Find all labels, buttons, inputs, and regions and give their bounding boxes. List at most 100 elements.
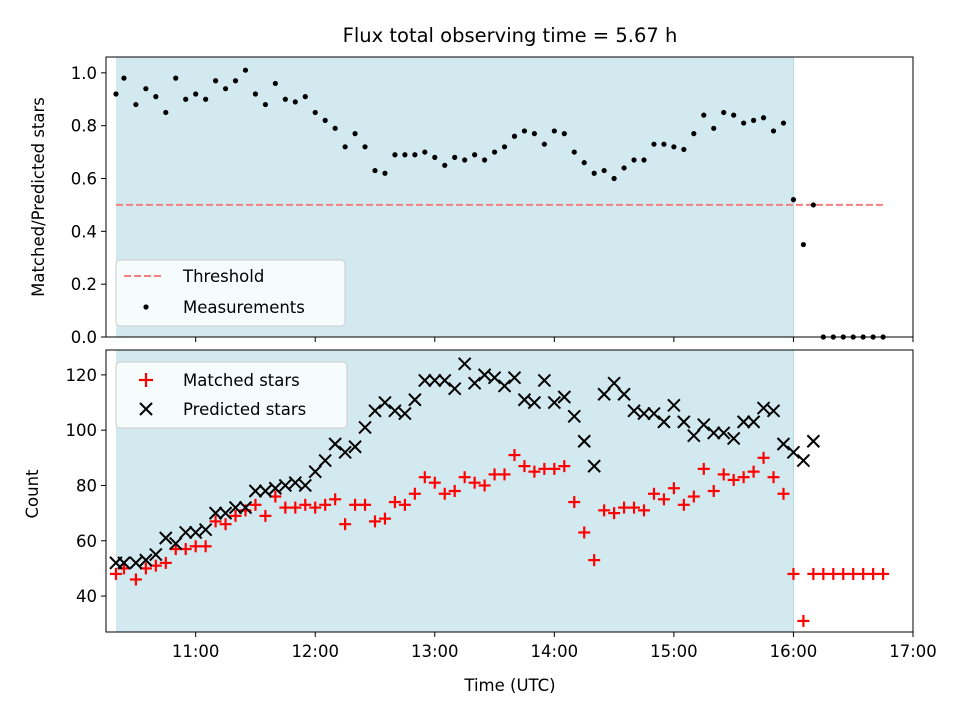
matched-star-point — [638, 504, 650, 517]
matched-star-point — [428, 476, 441, 489]
measurement-point — [741, 120, 747, 126]
measurement-point — [601, 167, 607, 174]
ratio-legend: Threshold Measurements — [115, 259, 346, 327]
measurement-point — [312, 109, 318, 116]
predicted-star-point — [527, 395, 542, 410]
matched-star-point — [249, 498, 262, 511]
predicted-star-point — [657, 415, 671, 429]
measurement-point — [631, 157, 637, 163]
predicted-star-point — [627, 404, 641, 418]
measurement-point — [232, 78, 239, 84]
predicted-star-point — [736, 415, 751, 429]
measurement-point — [352, 131, 358, 137]
predicted-star-point — [438, 373, 452, 388]
measurement-point — [121, 75, 127, 81]
y-tick-label: 0.8 — [71, 117, 97, 136]
measurement-point — [760, 115, 767, 121]
matched-star-point — [877, 567, 890, 580]
measurement-point — [342, 144, 348, 150]
measurement-point — [472, 152, 478, 158]
measurement-point — [272, 80, 278, 87]
measurement-point — [581, 160, 587, 166]
legend-threshold-label: Threshold — [182, 267, 264, 286]
x-tick-label: 17:00 — [889, 642, 937, 661]
predicted-star-point — [149, 547, 163, 562]
matched-star-point — [558, 460, 571, 473]
matched-stars-series — [109, 449, 890, 627]
measurement-point — [212, 78, 219, 84]
x-tick-label: 14:00 — [531, 642, 579, 661]
matched-star-point — [398, 498, 411, 511]
time-x-axis: 11:00 12:00 13:00 14:00 15:00 16:00 17:00 — [172, 632, 937, 661]
predicted-star-point — [677, 415, 691, 429]
measurement-point — [183, 96, 189, 102]
predicted-star-point — [188, 525, 203, 540]
measurement-point — [133, 101, 139, 108]
matched-star-point — [628, 501, 641, 514]
matched-star-point — [647, 487, 660, 500]
predicted-star-point — [746, 415, 761, 429]
predicted-star-point — [268, 481, 283, 495]
predicted-star-point — [198, 522, 213, 537]
legend-measurements-swatch — [143, 304, 149, 310]
measurement-point — [402, 152, 408, 158]
matched-star-point — [369, 515, 381, 528]
predicted-star-point — [467, 376, 482, 390]
matched-star-point — [667, 482, 680, 495]
measurement-point — [661, 141, 667, 147]
predicted-star-point — [687, 428, 701, 443]
measurement-point — [691, 131, 697, 137]
matched-star-point — [259, 509, 272, 522]
ratio-y-axis: 0.0 0.2 0.4 0.6 0.8 1.0 — [71, 57, 794, 347]
predicted-star-point — [517, 393, 532, 407]
matched-star-point — [418, 471, 431, 484]
predicted-star-point — [637, 406, 651, 421]
matched-star-point — [498, 468, 511, 481]
predicted-star-point — [308, 464, 322, 479]
ratio-legend-box — [115, 259, 346, 327]
predicted-star-point — [238, 500, 253, 515]
matched-star-point — [448, 485, 461, 497]
matched-star-point — [608, 507, 621, 520]
matched-star-point — [677, 498, 690, 511]
predicted-star-point — [298, 478, 312, 493]
predicted-stars-series — [109, 357, 821, 570]
time-x-axis-label: Time (UTC) — [463, 676, 555, 695]
measurement-point — [611, 175, 617, 182]
matched-star-point — [458, 471, 471, 484]
measurement-point — [711, 125, 717, 131]
y-tick-label: 0.2 — [71, 275, 97, 294]
measurement-point — [750, 117, 757, 123]
chart-title: Flux total observing time = 5.67 h — [343, 24, 678, 47]
predicted-star-point — [258, 484, 273, 498]
matched-star-point — [548, 462, 561, 475]
predicted-star-point — [378, 395, 392, 410]
measurement-point — [432, 154, 438, 160]
matched-star-point — [299, 498, 312, 511]
measurement-point — [193, 91, 199, 97]
matched-star-point — [359, 498, 372, 511]
ratio-y-axis-label: Matched/Predicted stars — [29, 97, 48, 297]
count-y-axis: 40 60 80 100 120 — [66, 350, 794, 632]
matched-star-point — [329, 493, 342, 506]
ratio-x-ticks — [195, 337, 914, 342]
measurement-point — [790, 197, 797, 203]
y-tick-label: 40 — [76, 587, 97, 606]
measurement-point — [491, 149, 498, 155]
measurement-point — [222, 86, 229, 92]
predicted-star-point — [597, 387, 611, 401]
matched-star-point — [319, 498, 332, 511]
predicted-star-point — [716, 426, 731, 440]
predicted-star-point — [647, 406, 661, 421]
measurement-point — [252, 91, 259, 97]
predicted-star-point — [368, 404, 382, 418]
measurement-point — [242, 67, 249, 73]
predicted-star-point — [358, 420, 372, 435]
measurement-point — [571, 149, 577, 155]
predicted-star-point — [288, 475, 303, 490]
matched-star-point — [717, 468, 730, 481]
measurements-series — [113, 67, 886, 340]
predicted-star-point — [537, 373, 552, 388]
x-tick-label: 15:00 — [650, 642, 698, 661]
